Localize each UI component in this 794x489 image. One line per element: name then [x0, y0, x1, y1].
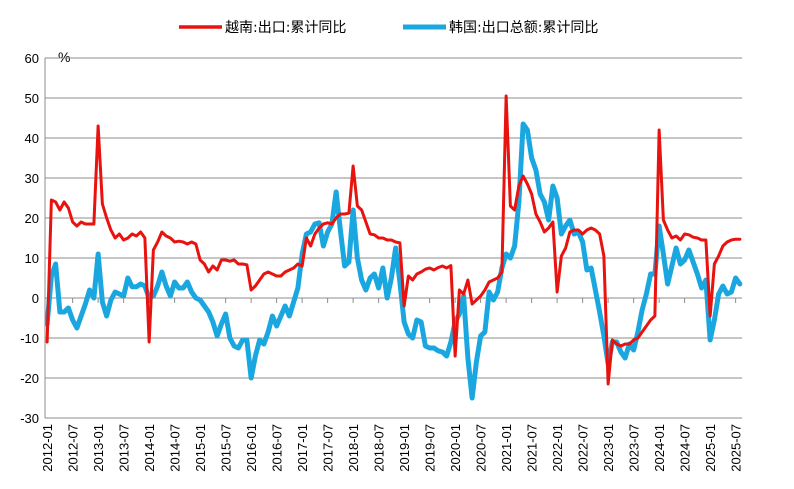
x-tick-label: 2015-01	[193, 424, 208, 472]
x-tick-label: 2023-07	[627, 424, 642, 472]
y-tick-label: -10	[20, 331, 39, 346]
x-tick-label: 2018-01	[346, 424, 361, 472]
x-tick-label: 2023-01	[601, 424, 616, 472]
y-tick-label: 50	[25, 91, 39, 106]
y-tick-label: 60	[25, 51, 39, 66]
y-tick-label: 30	[25, 171, 39, 186]
vietnam-export-line	[45, 94, 742, 386]
x-tick-label: 2019-07	[423, 424, 438, 472]
chart-legend: 越南:出口:累计同比 韩国:出口总额:累计同比	[179, 20, 598, 36]
x-tick-label: 2019-01	[397, 424, 412, 472]
x-tick-label: 2016-07	[270, 424, 285, 472]
x-tick-label: 2024-07	[678, 424, 693, 472]
y-tick-label: 0	[32, 291, 39, 306]
x-tick-label: 2015-07	[219, 424, 234, 472]
x-tick-label: 2020-07	[474, 424, 489, 472]
x-tick-label: 2021-01	[499, 424, 514, 472]
x-tick-label: 2014-01	[142, 424, 157, 472]
y-tick-label: 10	[25, 251, 39, 266]
x-tick-label: 2013-01	[91, 424, 106, 472]
x-tick-label: 2017-01	[295, 424, 310, 472]
x-tick-label: 2017-07	[321, 424, 336, 472]
x-tick-label: 2018-07	[372, 424, 387, 472]
y-tick-labels: -30 -20 -10 0 10 20 30 40 50 60	[20, 51, 39, 426]
x-tick-label: 2012-01	[40, 424, 55, 472]
y-tick-label: -20	[20, 371, 39, 386]
x-tick-label: 2014-07	[168, 424, 183, 472]
x-tick-label: 2021-07	[525, 424, 540, 472]
gridlines	[45, 57, 742, 419]
y-tick-label: -30	[20, 411, 39, 426]
axes	[44, 58, 742, 418]
x-tick-label: 2022-01	[550, 424, 565, 472]
y-axis-unit: %	[58, 49, 70, 65]
x-tick-label: 2025-07	[729, 424, 744, 472]
x-tick-label: 2022-07	[576, 424, 591, 472]
series-lines	[44, 94, 743, 401]
korea-export-line	[44, 121, 743, 401]
legend-label-korea: 韩国:出口总额:累计同比	[449, 20, 598, 36]
x-tick-label: 2012-07	[66, 424, 81, 472]
x-tick-label: 2013-07	[117, 424, 132, 472]
x-tick-label: 2020-01	[448, 424, 463, 472]
y-tick-label: 40	[25, 131, 39, 146]
legend-label-vietnam: 越南:出口:累计同比	[225, 20, 346, 36]
x-tick-label: 2016-01	[244, 424, 259, 472]
x-tick-label: 2024-01	[652, 424, 667, 472]
x-tick-labels: 2012-01 2012-07 2013-01 2013-07 2014-01 2014-…	[40, 298, 744, 472]
y-tick-label: 20	[25, 211, 39, 226]
x-tick-label: 2025-01	[703, 424, 718, 472]
